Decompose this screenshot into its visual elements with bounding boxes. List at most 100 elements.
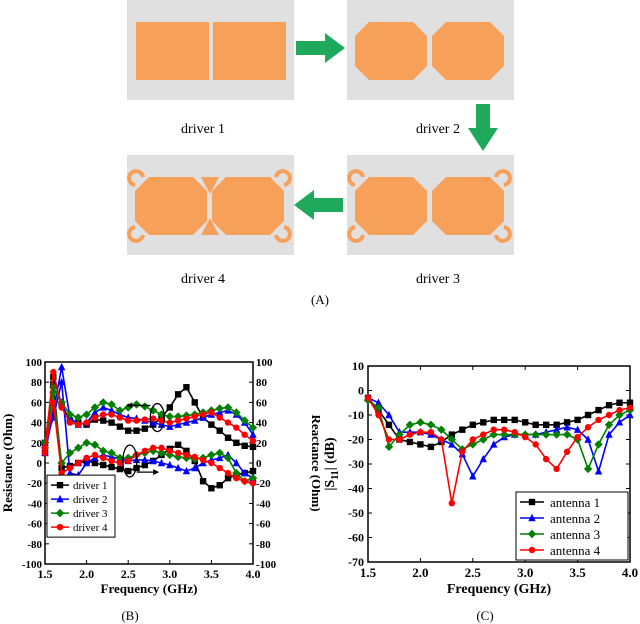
antenna-4-point (522, 433, 529, 441)
panel-a: driver 1 driver 2 driver 3 (127, 0, 514, 307)
driver-4-resistance-point (125, 417, 132, 424)
driver-4-reactance-point (149, 444, 157, 452)
x-tick-label: 4.0 (246, 567, 261, 581)
driver-4-reactance-point (91, 451, 99, 459)
y-tick-label: -60 (348, 531, 364, 545)
y2-tick-label: -100 (256, 559, 277, 571)
y2-tick-label: 100 (256, 357, 273, 369)
driver-4-reactance-point (50, 399, 57, 406)
driver-4-reactance-point (216, 464, 223, 472)
antenna-2-point (594, 467, 603, 475)
y2-tick-label: -60 (256, 519, 271, 531)
driver-3-reactance-point (115, 453, 125, 463)
driver-4-label: driver 4 (181, 272, 225, 287)
driver-1-reactance-point (224, 474, 232, 482)
driver-4-reactance-point (241, 477, 248, 485)
driver-4-reactance-point (233, 474, 240, 482)
antenna-3-point (583, 464, 593, 474)
driver-1-resistance-point (183, 384, 190, 391)
driver-1-reactance-point (174, 441, 182, 449)
legend-entry: antenna 1 (550, 495, 600, 510)
driver-3-resistance-point (74, 413, 83, 422)
driver-3-resistance-point (99, 398, 108, 407)
legend-entry: driver 3 (73, 508, 108, 520)
panel-c-caption: (C) (476, 608, 493, 623)
y-tick-label: 0 (37, 458, 43, 470)
antenna-4-point (532, 441, 539, 448)
driver-3-reactance-point (65, 448, 75, 458)
y2-tick-label: -40 (256, 498, 271, 510)
driver-2-reactance-point (166, 460, 174, 469)
antenna-4-point (605, 411, 613, 419)
y-tick-label: -60 (27, 519, 42, 531)
antenna-1-point (385, 421, 393, 428)
driver-4-resistance-point (233, 424, 240, 431)
driver-4-resistance-point (108, 411, 115, 418)
driver-4-resistance-point (166, 419, 173, 426)
driver-4-resistance-point (66, 419, 74, 426)
driver-3-figure (347, 155, 514, 255)
x-tick-label: 2.0 (412, 565, 428, 580)
driver-3-resistance-point (240, 416, 249, 425)
driver-1-resistance-point (133, 427, 140, 434)
y-tick-label: 100 (26, 357, 43, 369)
y-tick-label: -40 (27, 498, 42, 510)
driver-4-resistance-point (50, 368, 57, 376)
driver-3-reactance-point (57, 458, 66, 468)
driver-1-label: driver 1 (181, 122, 225, 137)
driver-1-reactance-point (125, 467, 132, 475)
legend-marker (528, 546, 536, 554)
driver-4-reactance-point (41, 449, 49, 457)
driver-3-resistance-point (165, 412, 174, 421)
driver-1-resistance-point (116, 423, 124, 430)
antenna-3-point (384, 442, 394, 452)
antenna-2-point (479, 454, 487, 463)
legend-entry: driver 4 (73, 522, 108, 534)
antenna-1-point (595, 406, 602, 414)
driver-2-resistance-point (191, 416, 199, 424)
y-axis-label: |S11| (dB) (323, 437, 341, 491)
y-axis-label: Resistance (Ohm) (0, 414, 15, 513)
legend-entry: antenna 2 (550, 511, 600, 526)
antenna-4-point (574, 433, 581, 441)
driver-1-resistance-point (208, 421, 215, 428)
driver-1-resistance-point (125, 427, 132, 434)
driver-1-left-patch (136, 22, 209, 80)
driver-2-left-patch (355, 22, 427, 80)
driver-3-resistance-point (132, 400, 141, 409)
driver-3-right-patch (432, 177, 504, 235)
antenna-2-point (605, 430, 613, 438)
reactance-ellipse (122, 444, 138, 478)
antenna-4-point (511, 428, 518, 436)
driver-4-reactance-point (100, 454, 107, 462)
antenna-2-point (563, 423, 571, 431)
y-tick-label: -20 (348, 433, 364, 447)
driver-3-resistance-point (82, 410, 91, 419)
driver-4-resistance-point (83, 419, 90, 426)
antenna-2-point (385, 410, 393, 419)
y-tick-label: -20 (27, 478, 42, 490)
antenna-4-point (616, 406, 623, 414)
driver-2-resistance-point (91, 408, 99, 416)
panel-b-caption: (B) (121, 608, 138, 623)
legend-marker (56, 481, 64, 489)
driver-3-resistance-point (232, 408, 241, 417)
antenna-4-point (417, 428, 424, 436)
driver-1-reactance-point (100, 461, 107, 469)
driver-4-resistance-point (100, 411, 107, 418)
driver-1-resistance-point (108, 419, 115, 426)
driver-4-reactance-point (249, 480, 257, 487)
driver-2-reactance-point (57, 378, 66, 386)
driver-2-reactance-point (82, 458, 91, 467)
driver-2-resistance-point (57, 362, 66, 371)
antenna-4-point (626, 404, 634, 411)
antenna-1-point (532, 421, 539, 428)
x-axis-label: Frequency (GHz) (447, 582, 552, 597)
driver-4-resistance-point (241, 431, 248, 438)
antenna-1-point (490, 416, 497, 424)
antenna-1-point (448, 431, 456, 438)
y-tick-label: -30 (348, 457, 364, 471)
x-tick-label: 3.5 (204, 567, 219, 581)
x-tick-label: 3.5 (569, 565, 586, 580)
legend-marker (528, 513, 536, 522)
